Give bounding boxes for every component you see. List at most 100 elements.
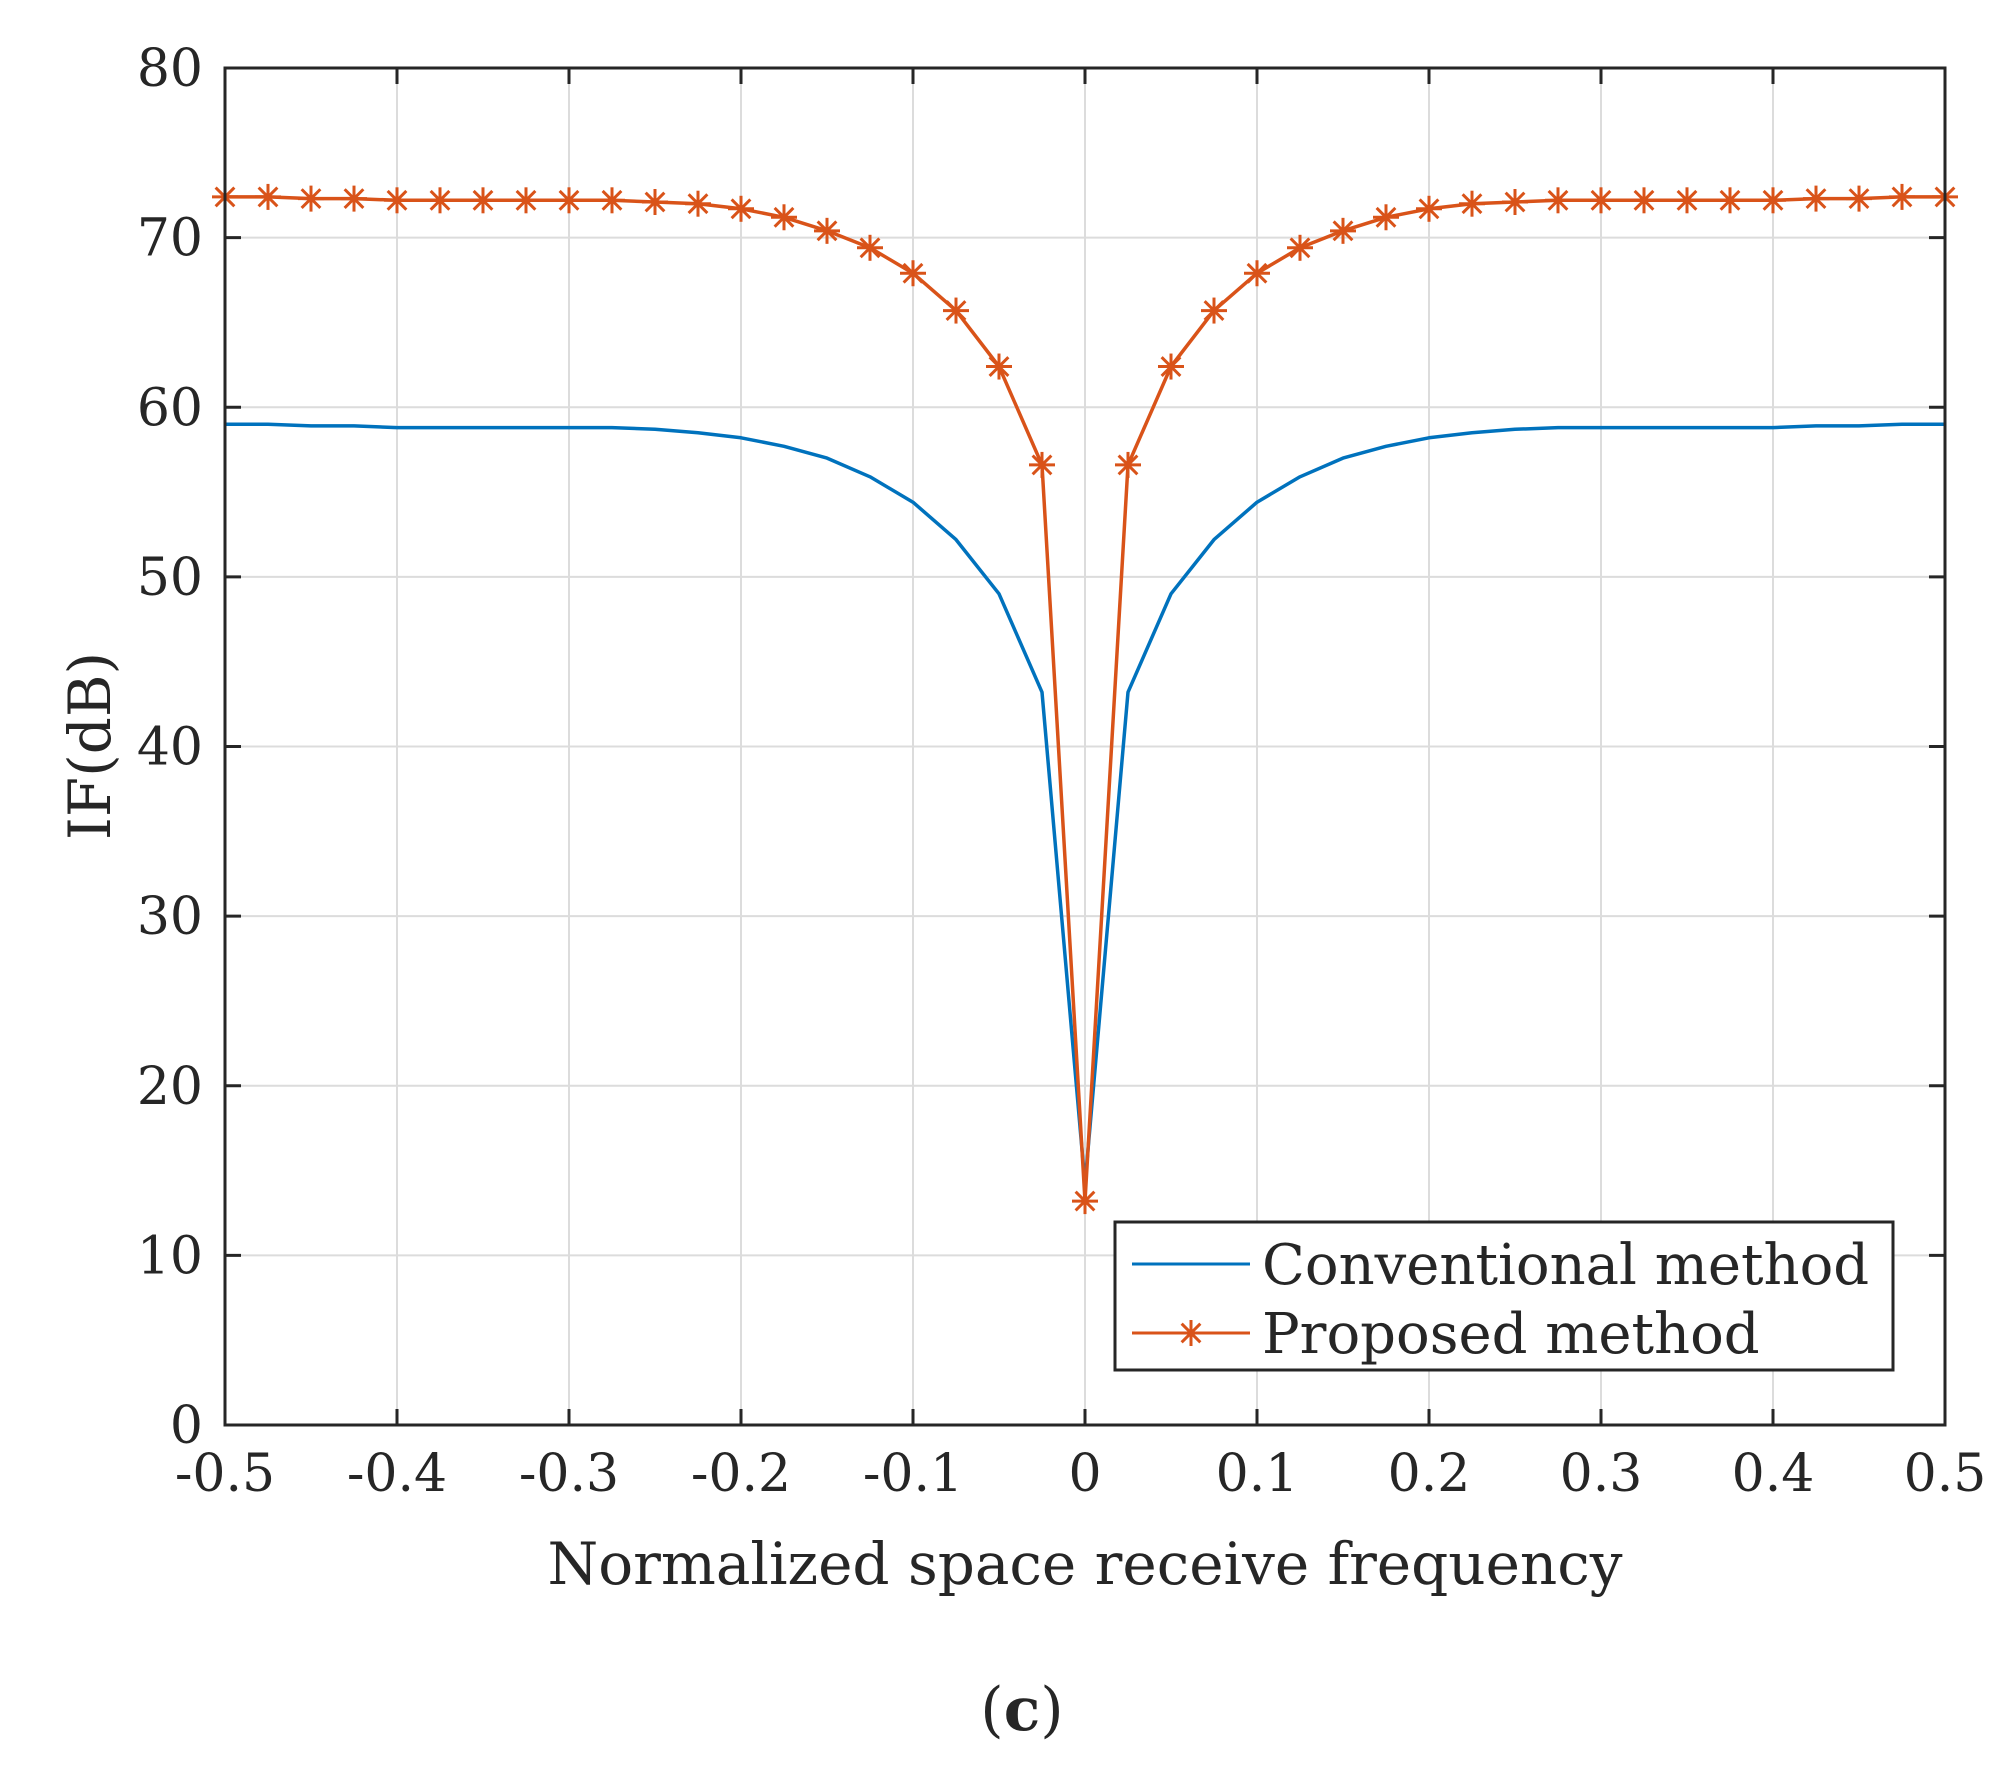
y-axis-label: IF(dB) <box>56 652 124 840</box>
marker-stroke <box>687 193 709 215</box>
data-point-proposed-method <box>1029 451 1055 478</box>
caption-close: ) <box>1040 1675 1063 1745</box>
data-point-proposed-method <box>1416 195 1442 222</box>
x-tick-label: 0.5 <box>1904 1444 1987 1504</box>
marker-stroke <box>1160 356 1182 377</box>
data-point-proposed-method <box>1631 187 1657 214</box>
tick-labels: -0.5 -0.4 -0.3 -0.2 -0.1 0 0.1 0.2 0.3 0.4 0.5 0 10 2… <box>137 39 1987 1504</box>
x-tick-label: -0.3 <box>519 1444 619 1504</box>
data-point-proposed-method <box>685 190 711 217</box>
legend-label-proposed: Proposed method <box>1262 1302 1760 1367</box>
marker-stroke <box>1289 237 1311 259</box>
marker-stroke <box>1117 454 1139 476</box>
data-point-proposed-method <box>1717 187 1743 214</box>
data-point-proposed-method <box>1803 185 1829 212</box>
y-tick-label: 10 <box>137 1226 203 1286</box>
marker-stroke <box>1848 188 1870 210</box>
marker-stroke <box>1461 193 1483 215</box>
data-point-proposed-method <box>986 353 1012 380</box>
marker-stroke <box>1547 189 1569 211</box>
x-axis-label: Normalized space receive frequency <box>547 1530 1622 1598</box>
data-point-proposed-method <box>556 187 582 214</box>
marker-stroke <box>1805 188 1827 210</box>
data-point-proposed-method <box>1115 451 1141 478</box>
y-tick-label: 30 <box>137 887 203 947</box>
data-point-proposed-method <box>1545 187 1571 214</box>
data-point-proposed-method <box>513 187 539 214</box>
y-tick-label: 50 <box>137 548 203 608</box>
data-point-proposed-method <box>1588 187 1614 214</box>
y-tick-label: 70 <box>137 209 203 269</box>
data-point-proposed-method <box>1072 1188 1098 1215</box>
marker-stroke <box>1590 189 1612 211</box>
y-tick-label: 80 <box>137 39 203 99</box>
y-tick-label: 0 <box>170 1396 203 1456</box>
y-tick-label: 60 <box>137 378 203 438</box>
x-tick-label: 0.3 <box>1560 1444 1643 1504</box>
data-point-proposed-method <box>427 187 453 214</box>
data-point-proposed-method <box>1373 204 1399 231</box>
data-point-proposed-method <box>1201 297 1227 324</box>
data-point-proposed-method <box>384 187 410 214</box>
data-point-proposed-method <box>1330 217 1356 244</box>
data-point-proposed-method <box>1287 234 1313 261</box>
x-tick-label: 0 <box>1068 1444 1101 1504</box>
data-point-proposed-method <box>771 204 797 231</box>
x-tick-label: 0.1 <box>1216 1444 1299 1504</box>
marker-stroke <box>1074 1190 1096 1212</box>
marker-stroke <box>1031 454 1053 476</box>
series-group <box>212 183 1958 1215</box>
x-tick-label: 0.4 <box>1732 1444 1815 1504</box>
marker-stroke <box>300 188 322 210</box>
marker-stroke <box>515 189 537 211</box>
marker-stroke <box>1633 189 1655 211</box>
marker-stroke <box>644 191 666 213</box>
legend-marker-proposed <box>1178 1320 1204 1346</box>
legend-box <box>1113 1220 1895 1372</box>
data-point-proposed-method <box>470 187 496 214</box>
x-tick-label: -0.1 <box>863 1444 963 1504</box>
marker-stroke <box>1891 186 1913 208</box>
marker-stroke <box>773 206 795 228</box>
marker-stroke <box>730 198 752 220</box>
x-tick-label: 0.2 <box>1388 1444 1471 1504</box>
grid <box>225 68 1945 1425</box>
marker-stroke <box>1676 189 1698 211</box>
figure-caption: (c) <box>980 1675 1063 1745</box>
data-point-proposed-method <box>943 297 969 324</box>
x-tick-label: -0.4 <box>347 1444 447 1504</box>
data-point-proposed-method <box>1846 185 1872 212</box>
x-tick-label: -0.2 <box>691 1444 791 1504</box>
y-tick-label: 40 <box>137 718 203 778</box>
data-point-proposed-method <box>341 185 367 212</box>
data-point-proposed-method <box>1158 353 1184 380</box>
marker-stroke <box>386 189 408 211</box>
data-point-proposed-method <box>599 187 625 214</box>
data-point-proposed-method <box>728 195 754 222</box>
marker-stroke <box>816 220 838 242</box>
marker-stroke <box>1246 262 1268 284</box>
marker-stroke <box>343 188 365 210</box>
data-point-proposed-method <box>1459 190 1485 217</box>
y-tick-label: 20 <box>137 1057 203 1117</box>
marker-stroke <box>1375 206 1397 228</box>
data-point-proposed-method <box>255 183 281 210</box>
caption-open: ( <box>980 1675 1003 1745</box>
data-point-proposed-method <box>857 234 883 261</box>
data-point-proposed-method <box>1760 187 1786 214</box>
x-tick-label: -0.5 <box>175 1444 275 1504</box>
marker-stroke <box>859 237 881 259</box>
marker-stroke <box>257 186 279 208</box>
legend-label-conventional: Conventional method <box>1262 1233 1869 1298</box>
marker-stroke <box>1180 1322 1202 1344</box>
marker-stroke <box>1418 198 1440 220</box>
marker-stroke <box>945 300 967 321</box>
marker-stroke <box>601 189 623 211</box>
marker-stroke <box>1719 189 1741 211</box>
legend: Conventional method Proposed method <box>1113 1220 1895 1372</box>
marker-stroke <box>558 189 580 211</box>
marker-stroke <box>1762 189 1784 211</box>
data-point-proposed-method <box>642 189 668 216</box>
data-point-proposed-method <box>900 260 926 287</box>
caption-letter: c <box>1004 1675 1041 1745</box>
